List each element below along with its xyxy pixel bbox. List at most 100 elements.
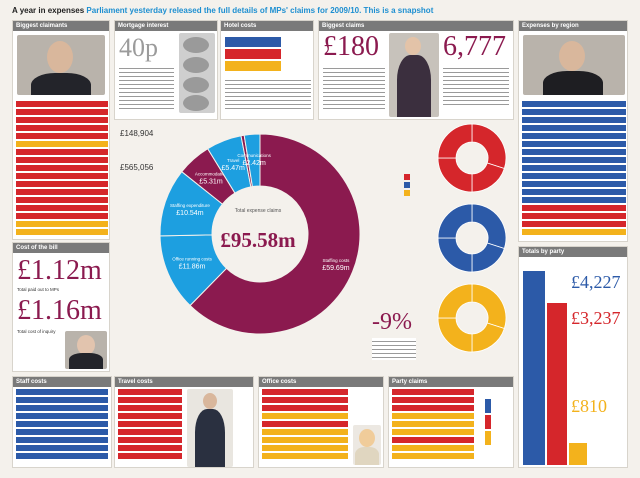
list-item <box>16 221 108 227</box>
list-item <box>522 109 626 115</box>
header-lead: A year in expenses <box>12 6 85 15</box>
totals-panel: Totals by party £4,227 £3,237 £810 <box>518 246 628 468</box>
key-swatch <box>404 182 410 188</box>
list-item <box>392 413 474 419</box>
small-donut-slice <box>437 123 473 159</box>
right-top-title: Expenses by region <box>519 21 627 31</box>
list-item <box>16 453 108 459</box>
figure-116: £1.16m <box>17 295 102 326</box>
key-swatch <box>404 174 410 180</box>
list-item <box>16 437 108 443</box>
list-item <box>392 429 474 435</box>
small-donut-slice <box>471 322 505 353</box>
cost-panel: Cost of the bill £1.12m Total paid out t… <box>12 242 110 372</box>
list-item <box>522 157 626 163</box>
bottom-panel-4: Party claims <box>388 376 514 468</box>
list-item <box>16 149 108 155</box>
figure-40p: 40p <box>119 33 158 62</box>
list-item <box>262 397 348 403</box>
party-key-1 <box>485 399 491 413</box>
list-item <box>522 165 626 171</box>
list-item <box>16 213 108 219</box>
list-item <box>118 413 182 419</box>
list-item <box>392 405 474 411</box>
bottom-3-title: Office costs <box>259 377 383 387</box>
top-left-list <box>13 99 111 237</box>
total-1: £4,227 <box>571 272 621 292</box>
figure-6777: 6,777 <box>443 31 506 62</box>
figure-116-caption: Total cost of inquiry <box>17 329 56 334</box>
list-item <box>16 125 108 131</box>
list-item <box>522 229 626 235</box>
list-item <box>392 389 474 395</box>
mp-photo-4 <box>523 35 625 95</box>
figure-minus9: -9% <box>372 309 412 335</box>
list-item <box>262 437 348 443</box>
list-item <box>16 413 108 419</box>
figure-112-caption: Total paid out to MPs <box>17 287 60 292</box>
list-item <box>522 181 626 187</box>
hotel-bar-2 <box>225 49 281 59</box>
list-item <box>522 141 626 147</box>
list-item <box>262 429 348 435</box>
outside-label: £148,904 <box>120 129 154 138</box>
list-item <box>262 389 348 395</box>
list-item <box>118 445 182 451</box>
party-key-3 <box>485 431 491 445</box>
figure-180: £180 <box>323 31 379 62</box>
mortgage-text <box>119 65 174 109</box>
donut-slice <box>243 133 261 188</box>
small-donuts <box>404 123 507 353</box>
list-item <box>16 189 108 195</box>
bottom-1-title: Staff costs <box>13 377 111 387</box>
list-item <box>16 229 108 235</box>
key-swatch <box>404 190 410 196</box>
bottom-2-title: Travel costs <box>115 377 253 387</box>
totals-title: Totals by party <box>519 247 627 257</box>
bottom-panel-2: Travel costs <box>114 376 254 468</box>
list-item <box>16 181 108 187</box>
list-item <box>16 173 108 179</box>
list-item <box>522 117 626 123</box>
small-donut-slice <box>437 157 473 193</box>
list-item <box>118 389 182 395</box>
list-item <box>392 445 474 451</box>
donut-chart: Staffing costs £59.69m Office running cost… <box>120 129 361 335</box>
slice-label: Communications <box>237 153 271 158</box>
top-left-panel: Biggest claimants <box>12 20 110 240</box>
right-top-list <box>519 99 629 237</box>
list-item <box>16 405 108 411</box>
slice-value: £10.54m <box>176 210 203 217</box>
slice-label: Staffing costs <box>322 258 350 263</box>
donut-slice <box>189 133 361 335</box>
list-item <box>16 133 108 139</box>
receipts-photo <box>179 33 215 113</box>
bottom-4-list <box>389 389 477 459</box>
hotel-bar-3 <box>225 61 281 71</box>
mp-photo-3 <box>389 33 439 117</box>
header-text: Parliament yesterday released the full d… <box>86 6 434 15</box>
minus9-text <box>372 338 416 360</box>
donut-total: £95.58m <box>220 228 296 252</box>
small-donut-slice <box>437 283 473 319</box>
list-item <box>16 141 108 147</box>
list-item <box>16 205 108 211</box>
donut-area: Staffing costs £59.69m Office running cost… <box>114 122 380 372</box>
totals-bar-3 <box>569 443 587 465</box>
list-item <box>522 125 626 131</box>
small-donut-slice <box>437 203 473 239</box>
list-item <box>16 445 108 451</box>
slice-value: £59.69m <box>322 265 349 272</box>
slice-value: £5.31m <box>199 179 223 186</box>
bottom-4-title: Party claims <box>389 377 513 387</box>
small-donut-slice <box>471 203 507 250</box>
cost-title: Cost of the bill <box>13 243 109 253</box>
list-item <box>118 437 182 443</box>
small-donut-slice <box>471 283 507 330</box>
list-item <box>118 405 182 411</box>
hotel-panel: Hotel costs <box>220 20 314 120</box>
mortgage-panel: Mortgage interest 40p <box>114 20 218 120</box>
figure-112: £1.12m <box>17 255 102 286</box>
party-key-2 <box>485 415 491 429</box>
list-item <box>16 197 108 203</box>
